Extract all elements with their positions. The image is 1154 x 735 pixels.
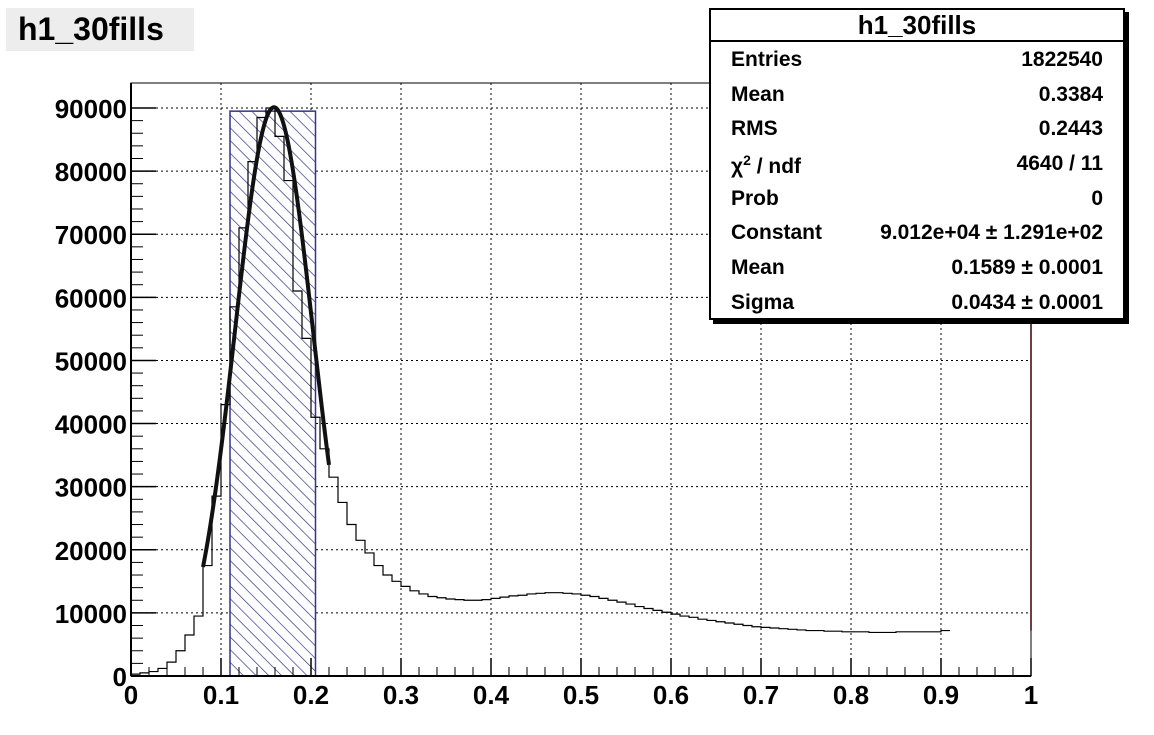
- stat-name: χ2 / ndf: [731, 152, 802, 179]
- y-tick-label: 0: [113, 662, 127, 692]
- y-tick-label: 90000: [55, 94, 127, 124]
- histogram-title: h1_30fills: [18, 11, 164, 47]
- y-tick-label: 80000: [55, 157, 127, 187]
- x-tick-label: 0: [124, 680, 138, 710]
- stat-row-constant: Constant 9.012e+04 ± 1.291e+02: [711, 215, 1123, 250]
- x-tick-label: 1: [1024, 680, 1038, 710]
- stat-value: 4640 / 11: [1016, 152, 1103, 176]
- y-tick-label: 40000: [55, 410, 127, 440]
- y-tick-label: 70000: [55, 220, 127, 250]
- stat-row-sigma: Sigma 0.0434 ± 0.0001: [711, 285, 1123, 320]
- stat-row-rms: RMS 0.2443: [711, 111, 1123, 146]
- stat-value: 0.3384: [1038, 82, 1103, 106]
- stat-row-mean: Mean 0.3384: [711, 77, 1123, 112]
- stat-name: Constant: [731, 221, 822, 245]
- stat-name: Entries: [731, 48, 803, 71]
- y-tick-label: 50000: [55, 346, 127, 376]
- x-tick-label: 0.9: [923, 680, 959, 710]
- x-tick-label: 0.4: [473, 680, 510, 710]
- y-tick-label: 10000: [55, 599, 127, 629]
- axes: 0 0.1 0.2 0.3 0.4 0.5 0.6 0.7 0.8 0.9 1 0 10000 20000…: [55, 83, 1038, 710]
- gaussian-fit: [201, 105, 331, 568]
- x-tick-label: 0.6: [653, 680, 689, 710]
- x-tick-label: 0.8: [833, 680, 869, 710]
- x-tick-label: 0.2: [293, 680, 329, 710]
- x-tick-label: 0.3: [383, 680, 419, 710]
- stat-value: 0: [1091, 186, 1103, 210]
- stat-value: 0.0434 ± 0.0001: [951, 290, 1103, 314]
- x-tick-label: 0.1: [203, 680, 239, 710]
- selection-band-rect: [229, 110, 317, 677]
- x-tick-label: 0.5: [563, 680, 599, 710]
- stat-value: 1822540: [1021, 48, 1103, 71]
- stat-name: Sigma: [731, 290, 795, 314]
- stat-name: Mean: [731, 82, 785, 106]
- x-tick-label: 0.7: [743, 680, 779, 710]
- stat-name: Mean: [731, 256, 785, 280]
- stat-value: 0.1589 ± 0.0001: [951, 256, 1103, 280]
- stat-name: Prob: [731, 186, 779, 210]
- histogram-line: [130, 107, 950, 676]
- stats-box: h1_30fills Entries 1822540 Mean 0.3384 R…: [709, 8, 1125, 320]
- histogram-title-box: h1_30fills: [6, 8, 194, 51]
- stat-row-prob: Prob 0: [711, 181, 1123, 216]
- fit-curve: [201, 105, 331, 568]
- stat-name: RMS: [731, 117, 778, 141]
- stats-title: h1_30fills: [711, 10, 1123, 42]
- stat-row-fit-mean: Mean 0.1589 ± 0.0001: [711, 250, 1123, 285]
- stat-row-entries: Entries 1822540: [711, 42, 1123, 77]
- selection-band: [229, 110, 317, 677]
- stat-row-chi2: χ2 / ndf 4640 / 11: [711, 146, 1123, 181]
- y-tick-label: 60000: [55, 283, 127, 313]
- stat-value: 9.012e+04 ± 1.291e+02: [880, 221, 1103, 245]
- stat-value: 0.2443: [1038, 117, 1103, 141]
- y-tick-label: 30000: [55, 473, 127, 503]
- y-tick-label: 20000: [55, 536, 127, 566]
